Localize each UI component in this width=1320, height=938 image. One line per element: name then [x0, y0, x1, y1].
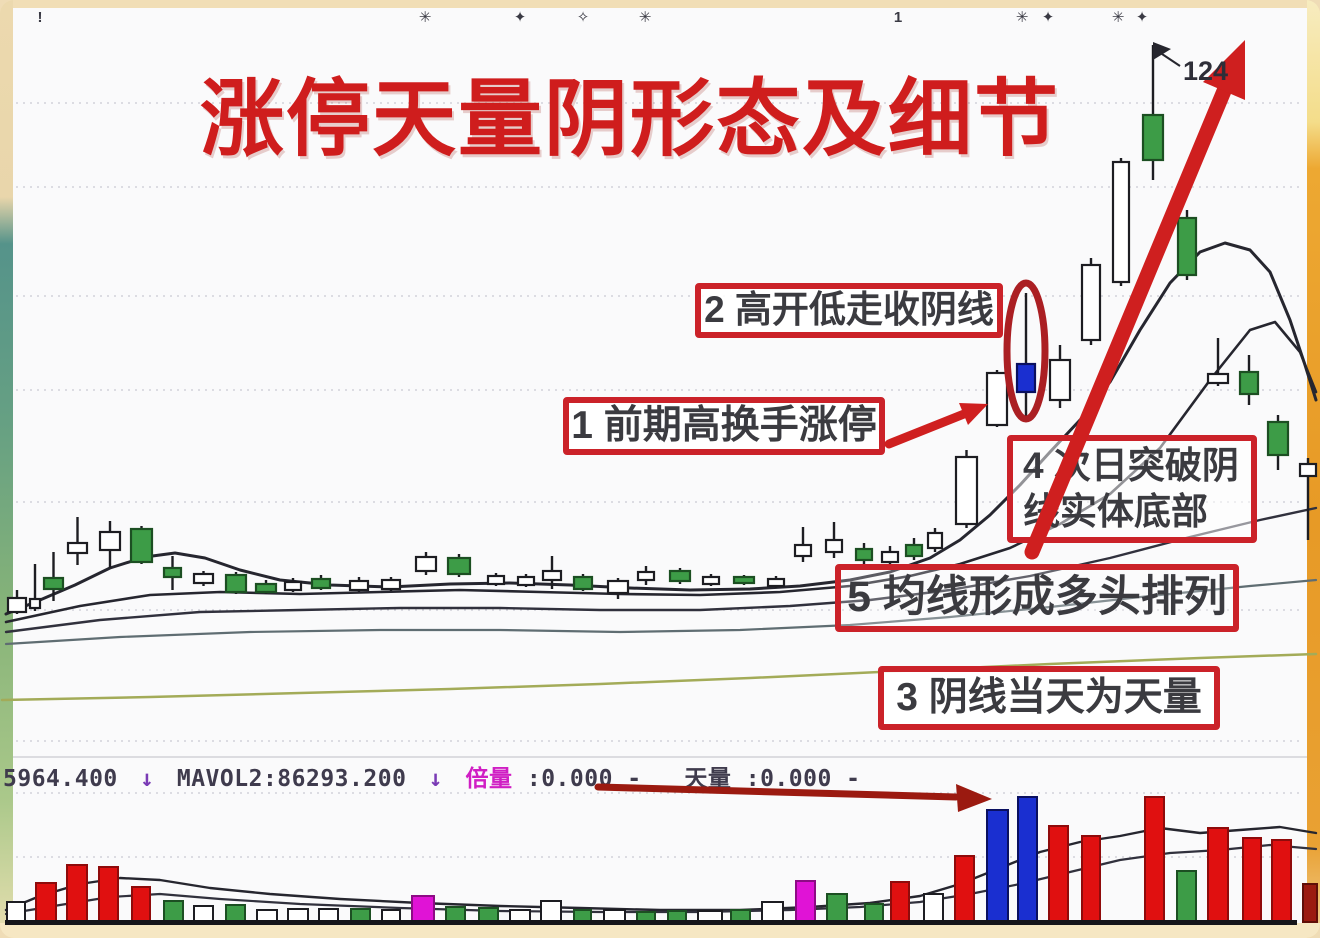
- svg-text:✳: ✳: [639, 9, 652, 26]
- beiliang-value: :0.000 -: [526, 766, 642, 792]
- svg-text:✦: ✦: [1136, 9, 1149, 26]
- svg-text:✳: ✳: [419, 9, 432, 26]
- volume-value: 5964.400: [3, 766, 118, 792]
- tianliang-label: 天量: [684, 766, 732, 792]
- annotation-box-4-label: 4 次日突破阴 线实体底部: [1023, 444, 1239, 532]
- annotation-box-2: 2 高开低走收阴线: [695, 283, 1003, 338]
- down-arrow-icon: ↓: [140, 766, 155, 792]
- annotation-box-3-label: 3 阴线当天为天量: [896, 675, 1202, 719]
- svg-text:✳: ✳: [1016, 9, 1029, 26]
- volume-indicator-row: 5964.400 ↓ MAVOL2:86293.200 ↓ 倍量 :0.000 …: [3, 759, 861, 793]
- annotation-box-4: 4 次日突破阴 线实体底部: [1007, 435, 1257, 543]
- svg-text:✧: ✧: [577, 9, 590, 26]
- annotation-box-5-label: 5 均线形成多头排列: [847, 573, 1227, 622]
- tianliang-value: :0.000 -: [745, 766, 861, 792]
- svg-text:!: !: [38, 9, 43, 26]
- annotation-box-1-label: 1 前期高换手涨停: [571, 403, 877, 447]
- svg-text:✦: ✦: [1042, 9, 1055, 26]
- page-title: 涨停天量阴形态及细节: [199, 72, 1060, 166]
- mavol-value: MAVOL2:86293.200: [176, 766, 407, 792]
- annotation-box-2-label: 2 高开低走收阴线: [704, 289, 994, 331]
- beiliang-label: 倍量: [465, 766, 513, 792]
- frame-edge-bottom: [0, 923, 1320, 938]
- down-arrow-icon: ↓: [428, 766, 444, 792]
- svg-text:✳: ✳: [1112, 9, 1125, 26]
- annotation-box-3: 3 阴线当天为天量: [878, 666, 1220, 730]
- frame-edge-left: [0, 0, 13, 938]
- annotation-box-1: 1 前期高换手涨停: [563, 397, 885, 455]
- annotation-box-5: 5 均线形成多头排列: [835, 564, 1239, 632]
- svg-text:1: 1: [894, 9, 902, 26]
- svg-text:✦: ✦: [514, 9, 527, 26]
- frame-edge-top: [0, 0, 1320, 8]
